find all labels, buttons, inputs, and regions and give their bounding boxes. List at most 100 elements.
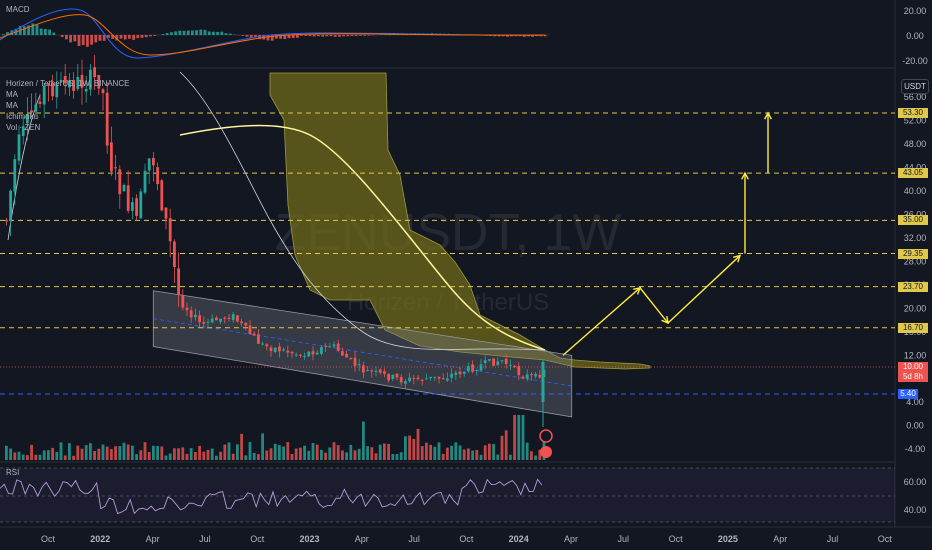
price-tick-label: 12.00 — [904, 350, 927, 360]
volume-bar — [437, 442, 441, 460]
macd-histogram-bar — [182, 30, 186, 35]
candle-body — [30, 110, 33, 113]
candle-body — [408, 377, 411, 382]
candle-body — [252, 333, 256, 336]
macd-histogram-bar — [527, 35, 530, 37]
time-tick-label: Apr — [773, 534, 787, 544]
volume-bar — [483, 445, 487, 460]
volume-bar — [21, 454, 25, 460]
volume-bar — [471, 450, 474, 460]
candle-body — [147, 158, 151, 171]
volume-bar — [126, 444, 130, 460]
macd-histogram-bar — [27, 25, 30, 35]
macd-line — [0, 8, 546, 59]
level-price-label: 53.30 — [898, 108, 928, 118]
rsi-panel — [0, 467, 895, 523]
volume-bar — [219, 451, 222, 460]
earnings-icon[interactable] — [540, 446, 552, 458]
macd-histogram-bar — [245, 35, 249, 37]
volume-bar — [189, 448, 193, 460]
volume-bar — [185, 453, 189, 460]
candle-body — [34, 104, 38, 112]
macd-histogram-bar — [254, 35, 257, 38]
volume-bar — [425, 442, 428, 460]
projection-path — [562, 111, 772, 356]
macd-histogram-bar — [86, 35, 89, 47]
macd-histogram-bar — [501, 35, 505, 37]
volume-bar — [110, 449, 113, 460]
candle-body — [219, 318, 222, 322]
volume-bar — [30, 444, 33, 460]
candle-body — [265, 344, 269, 347]
candle-body — [59, 80, 63, 82]
volume-bar — [311, 443, 315, 460]
volume-bar — [9, 448, 12, 460]
indicator-ma-2[interactable]: MA — [6, 101, 18, 110]
candle-body — [236, 315, 239, 322]
indicator-volume[interactable]: Vol · ZEN — [6, 123, 41, 132]
volume-bar — [269, 448, 273, 460]
candle-body — [420, 380, 424, 382]
volume-bar — [76, 445, 80, 460]
candle-body — [315, 352, 319, 355]
candle-body — [248, 325, 252, 335]
candle-body — [496, 361, 500, 366]
volume-bar — [114, 446, 117, 460]
macd-histogram-bar — [174, 31, 177, 35]
moving-averages — [7, 71, 546, 351]
time-axis: Oct 2022 Apr Jul Oct 2023 Apr Jul Oct 2024 Apr Jul O… — [41, 534, 892, 544]
volume-bar — [332, 442, 336, 460]
volume-bar — [534, 455, 537, 460]
candle-body — [416, 377, 420, 380]
price-tick-label: 36.00 — [904, 209, 927, 219]
candle-body — [173, 241, 176, 268]
volume-bar — [315, 444, 319, 460]
macd-histogram-bar — [77, 35, 81, 47]
volume-bar — [223, 444, 227, 460]
candle-body — [509, 365, 512, 367]
volume-bar — [80, 448, 84, 460]
candle-body — [273, 347, 277, 352]
main-title[interactable]: Horizen / TetherUS, 1W, BINANCE — [6, 79, 130, 88]
volume-bar — [374, 453, 378, 460]
volume-bar — [227, 442, 231, 460]
macd-histogram-bar — [111, 35, 114, 39]
ma-short-line — [7, 94, 41, 241]
volume-bar — [55, 451, 59, 460]
candle-body — [387, 373, 390, 381]
price-tick-label: 4.00 — [906, 397, 924, 407]
candle-body — [378, 369, 382, 373]
time-tick-label: 2025 — [718, 534, 738, 544]
indicator-ma-1[interactable]: MA — [6, 90, 18, 99]
macd-histogram-bar — [363, 35, 366, 36]
volume-bar — [492, 444, 495, 460]
currency-button[interactable]: USDT — [901, 79, 929, 94]
candle-body — [391, 375, 395, 380]
candle-body — [26, 113, 29, 124]
indicator-ichimoku[interactable]: Ichimoku — [6, 112, 39, 121]
candle-body — [38, 101, 42, 105]
candle-body — [72, 80, 75, 92]
volume-bar — [429, 444, 432, 460]
bar-countdown: 5d 8h — [902, 372, 924, 381]
candle-body — [404, 381, 407, 384]
macd-histogram-bar — [296, 35, 299, 38]
macd-histogram-bar — [60, 35, 64, 38]
volume-bar — [194, 452, 197, 460]
volume-bar — [215, 455, 218, 460]
event-icon[interactable] — [539, 429, 553, 443]
volume-bar — [261, 433, 264, 460]
candle-body — [206, 321, 210, 323]
candle-body — [488, 359, 491, 361]
candle-body — [517, 366, 521, 376]
candle-body — [105, 92, 109, 146]
volume-bar — [131, 445, 134, 460]
volume-bar — [324, 452, 327, 460]
candle-body — [55, 84, 59, 98]
candle-body — [446, 378, 449, 381]
macd-histogram-bar — [107, 35, 110, 38]
volume-bar — [198, 445, 201, 460]
candle-body — [135, 198, 138, 216]
volume-bar — [13, 452, 17, 460]
